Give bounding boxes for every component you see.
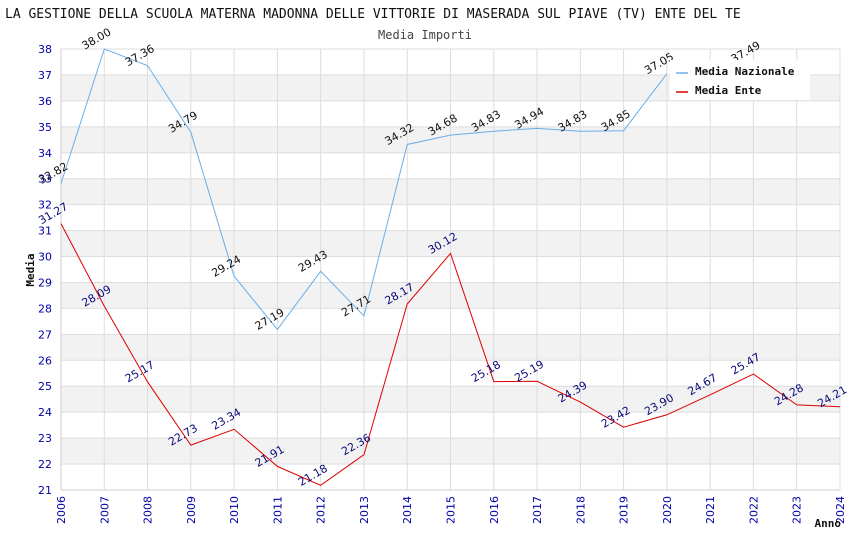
x-tick-label: 2007 bbox=[98, 496, 111, 524]
data-label-nazionale: 37.36 bbox=[123, 42, 157, 69]
x-tick-label: 2017 bbox=[531, 496, 544, 524]
x-tick-label: 2006 bbox=[55, 496, 68, 524]
y-tick-label: 23 bbox=[38, 432, 52, 445]
data-label-nazionale: 27.19 bbox=[253, 306, 287, 333]
series-line-ente bbox=[60, 223, 841, 486]
y-tick-label: 34 bbox=[38, 147, 52, 160]
x-axis-label: Anno bbox=[815, 517, 842, 530]
x-tick-label: 2009 bbox=[185, 496, 198, 524]
y-tick-label: 25 bbox=[38, 380, 52, 393]
legend: Media Nazionale Media Ente bbox=[670, 60, 810, 100]
chart-subtitle: Media Importi bbox=[378, 28, 472, 42]
x-tick-label: 2021 bbox=[704, 496, 717, 524]
y-tick-label: 30 bbox=[38, 251, 52, 264]
y-tick-label: 33 bbox=[38, 173, 52, 186]
legend-box bbox=[670, 60, 810, 100]
x-tick-label: 2019 bbox=[618, 496, 631, 524]
data-label-ente: 25.19 bbox=[512, 358, 546, 385]
y-tick-label: 26 bbox=[38, 354, 52, 367]
y-tick-label: 27 bbox=[38, 328, 52, 341]
x-tick-label: 2015 bbox=[445, 496, 458, 524]
x-tick-label: 2010 bbox=[228, 496, 241, 524]
y-axis-ticks: 21 22 23 24 25 26 27 28 29 30 31 32 33 34 35 36 37 38 bbox=[38, 43, 52, 497]
x-axis-ticks: 2006 2007 2008 2009 2010 2011 2012 2013 2014 2015… bbox=[55, 496, 847, 524]
x-tick-label: 2023 bbox=[791, 496, 804, 524]
series-line-nazionale bbox=[60, 48, 668, 331]
x-tick-label: 2008 bbox=[142, 496, 155, 524]
y-tick-label: 31 bbox=[38, 225, 52, 238]
y-tick-label: 36 bbox=[38, 95, 52, 108]
x-tick-label: 2014 bbox=[401, 496, 414, 524]
x-tick-label: 2022 bbox=[747, 496, 760, 524]
y-tick-label: 35 bbox=[38, 121, 52, 134]
series-lines bbox=[60, 48, 841, 486]
y-tick-label: 29 bbox=[38, 276, 52, 289]
legend-label-nazionale: Media Nazionale bbox=[695, 65, 795, 78]
x-tick-label: 2013 bbox=[358, 496, 371, 524]
x-tick-label: 2020 bbox=[661, 496, 674, 524]
data-label-ente: 21.18 bbox=[296, 462, 330, 489]
y-tick-label: 24 bbox=[38, 406, 52, 419]
x-tick-label: 2011 bbox=[271, 496, 284, 524]
data-label-nazionale: 38.00 bbox=[80, 25, 114, 52]
y-tick-label: 21 bbox=[38, 484, 52, 497]
y-tick-label: 32 bbox=[38, 199, 52, 212]
y-tick-label: 37 bbox=[38, 69, 52, 82]
x-tick-label: 2024 bbox=[834, 496, 847, 524]
x-tick-label: 2012 bbox=[315, 496, 328, 524]
legend-label-ente: Media Ente bbox=[695, 84, 762, 97]
x-tick-label: 2016 bbox=[488, 496, 501, 524]
data-label-ente: 25.18 bbox=[469, 358, 503, 385]
x-tick-label: 2018 bbox=[574, 496, 587, 524]
chart-title: LA GESTIONE DELLA SCUOLA MATERNA MADONNA… bbox=[5, 7, 741, 22]
y-tick-label: 28 bbox=[38, 302, 52, 315]
y-tick-label: 38 bbox=[38, 43, 52, 56]
data-label-ente: 25.17 bbox=[123, 358, 157, 385]
y-axis-label: Media bbox=[24, 253, 37, 286]
y-tick-label: 22 bbox=[38, 458, 52, 471]
